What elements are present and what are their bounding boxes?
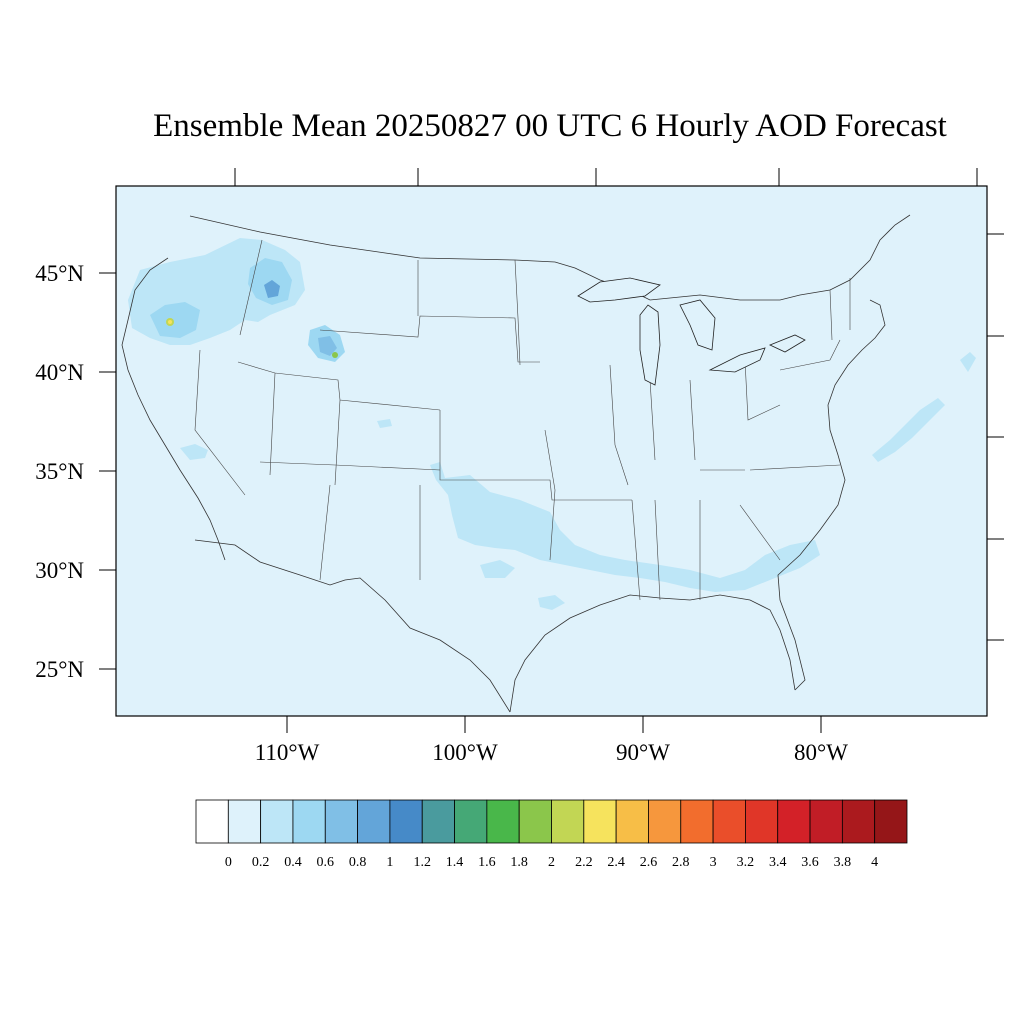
lake-superior [577,277,661,303]
map-title-text: Ensemble Mean 20250827 00 UTC 6 Hourly A… [153,108,947,144]
colorbar-swatch [518,799,552,844]
lon-label-80: 80°W [794,740,848,765]
aod-plume-atlantic-ne [960,352,976,372]
colorbar-swatch [874,799,908,844]
colorbar-swatch [777,799,811,844]
lon-labels: 110°W 100°W 90°W 80°W [255,740,849,765]
colorbar-label: 3.4 [769,855,787,870]
aod-plume-texas-coast [480,560,515,578]
lon-label-100: 100°W [432,740,498,765]
aod-plume-southern-plains [430,462,820,592]
colorbar-label: 3.6 [801,855,819,870]
colorbar-swatch [486,799,520,844]
colorbar-label: 0.6 [317,855,335,870]
colorbar-swatch [227,799,262,844]
lake-michigan [639,304,661,386]
mexico-border [194,539,511,713]
aod-plume-texas-south [538,595,565,610]
colorbar-swatch [841,799,876,844]
colorbar-label: 2.4 [607,855,625,870]
map-frame [115,185,988,717]
colorbar-label: 3 [710,855,717,870]
colorbar-label: 2.8 [672,855,690,870]
colorbar-label: 1.4 [446,855,464,870]
aod-hotspot-wyoming [332,352,338,358]
canada-border [189,214,911,301]
colorbar-label: 0.4 [284,855,302,870]
colorbar-swatch [260,799,294,844]
aod-plume-wyoming-inner [318,336,337,356]
left-ticks [99,272,116,670]
colorbar-label: 1.8 [510,855,528,870]
colorbar-swatch [421,799,455,844]
colorbar-swatch [324,799,358,844]
lake-huron [679,299,716,351]
colorbar-swatch [648,799,682,844]
colorbar-swatch [454,799,488,844]
colorbar-swatch [680,799,714,844]
aod-plume-idaho-core [264,280,280,298]
colorbar-label: 2.2 [575,855,593,870]
lat-label-40: 40°N [35,360,84,385]
colorbar-swatch [615,799,649,844]
colorbar-swatch [292,799,326,844]
lat-label-25: 25°N [35,657,84,682]
colorbar-label: 4 [871,855,878,870]
state-lines [194,239,851,601]
lat-label-35: 35°N [35,459,84,484]
colorbar-swatch [551,799,585,844]
colorbar-label: 1 [386,855,393,870]
lake-erie [708,347,766,373]
west-coast [121,257,226,561]
east-coast [777,299,886,691]
top-ticks [234,168,978,186]
colorbar-label: 1.6 [478,855,496,870]
lon-label-110: 110°W [255,740,320,765]
colorbar-swatch [809,799,843,844]
map-title: Ensemble Mean 20250827 00 UTC 6 Hourly A… [0,108,1024,145]
colorbar-swatch [389,799,423,844]
colorbar-label: 0.2 [252,855,270,870]
colorbar-label: 3.8 [834,855,852,870]
lat-labels: 45°N 40°N 35°N 30°N 25°N [35,261,84,682]
aod-plume-oregon-inner [150,302,200,338]
lat-label-45: 45°N [35,261,84,286]
aod-plume-atlantic [872,398,945,462]
colorbar: 0 0.2 0.4 0.6 0.8 1 1.2 1.4 1.6 1.8 2 2.2 2.4 2.6 2.8 3… [195,799,908,870]
colorbar-label: 2 [548,855,555,870]
great-lakes [577,277,806,386]
bottom-ticks [286,716,822,733]
aod-hotspot-oregon-core [168,320,172,324]
colorbar-label: 1.2 [413,855,431,870]
colorbar-swatch [745,799,779,844]
right-ticks [987,233,1004,641]
lon-label-90: 90°W [616,740,670,765]
colorbar-swatch [357,799,391,844]
colorbar-swatch [583,799,617,844]
colorbar-label: 0.8 [349,855,367,870]
aod-plume-nevada [180,444,208,460]
colorbar-label: 0 [225,855,232,870]
aod-shading [128,238,976,610]
boundaries [121,214,911,713]
colorbar-swatch [195,799,229,844]
colorbar-label: 3.2 [737,855,755,870]
aod-plume-colorado [377,419,392,428]
colorbar-swatch [712,799,746,844]
lat-label-30: 30°N [35,558,84,583]
colorbar-label: 2.6 [640,855,658,870]
lake-ontario [768,334,806,353]
